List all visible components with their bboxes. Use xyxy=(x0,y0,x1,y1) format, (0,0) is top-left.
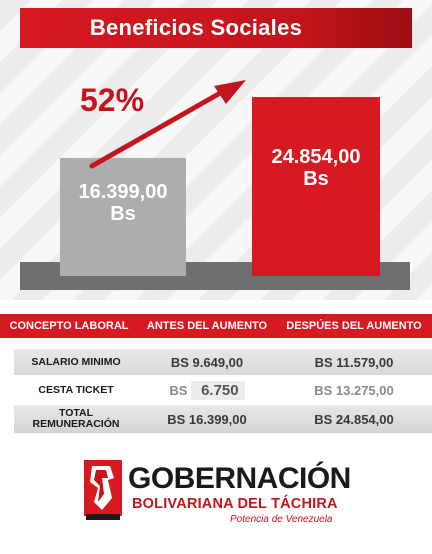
chart-area: 16.399,00 Bs 24.854,00 Bs 52% xyxy=(0,0,432,300)
currency-prefix: BS xyxy=(169,382,188,398)
row-label: SALARIO MINIMO xyxy=(31,356,121,368)
cell-after: BS 11.579,00 xyxy=(314,354,394,370)
cell-before: BS 16.399,00 xyxy=(167,411,247,427)
logo-main-text: GOBERNACIÓN xyxy=(128,462,351,495)
cell-after: BS 24.854,00 xyxy=(314,411,394,427)
page-title: Beneficios Sociales xyxy=(89,15,303,40)
title-banner: Beneficios Sociales xyxy=(20,8,412,48)
bar-value-label: 24.854,00 xyxy=(272,146,361,168)
bar-antes xyxy=(60,157,186,276)
table-row: CESTA TICKET BS 6.750 BS 13.275,00 xyxy=(14,377,432,403)
bolivar-emblem-icon xyxy=(84,460,122,520)
cesta-value: 6.750 xyxy=(191,380,245,400)
percent-increase-label: 52% xyxy=(80,82,144,118)
bar-value-label: Bs xyxy=(110,203,136,225)
logo: GOBERNACIÓN BOLIVARIANA DEL TÁCHIRA Pote… xyxy=(80,458,380,528)
table-header: CONCEPTO LABORAL ANTES DEL AUMENTO DESPÚ… xyxy=(0,314,432,338)
row-label: CESTA TICKET xyxy=(38,384,114,396)
cell-before: BS 9.649,00 xyxy=(170,354,244,370)
increase-arrow-icon xyxy=(89,80,246,169)
table-row: TOTAL REMUNERACIÓN BS 16.399,00 BS 24.85… xyxy=(14,405,432,433)
table-row: SALARIO MINIMO BS 9.649,00 BS 11.579,00 xyxy=(14,349,432,375)
bar-despues xyxy=(252,97,380,276)
header-antes: ANTES DEL AUMENTO xyxy=(146,320,268,332)
logo-sub-text: BOLIVARIANA DEL TÁCHIRA xyxy=(132,496,338,512)
row-label: TOTAL REMUNERACIÓN xyxy=(14,408,138,430)
header-concepto: CONCEPTO LABORAL xyxy=(9,320,129,332)
logo-tagline: Potencia de Venezuela xyxy=(230,514,333,525)
bar-value-label: Bs xyxy=(303,168,329,190)
row-label-line2: REMUNERACIÓN xyxy=(32,418,120,430)
cell-before: BS 6.750 xyxy=(138,380,276,400)
cell-after: BS 13.275,00 xyxy=(314,382,394,398)
bar-value-label: 16.399,00 xyxy=(79,181,168,203)
row-label-line1: TOTAL xyxy=(58,407,94,419)
header-despues: DESPÚES DEL AUMENTO xyxy=(286,320,422,332)
